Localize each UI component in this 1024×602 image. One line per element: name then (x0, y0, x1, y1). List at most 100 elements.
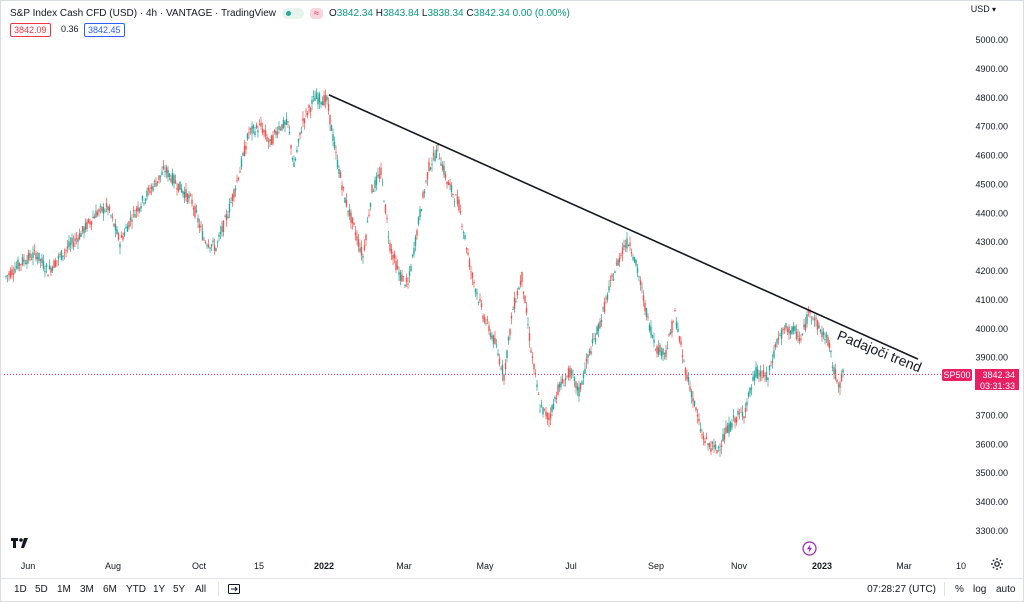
candle-body (297, 138, 300, 143)
candle-body (678, 335, 681, 342)
candle-body (14, 268, 16, 273)
candle-body (590, 351, 592, 355)
currency-selector[interactable]: USD (971, 4, 996, 14)
range-5y[interactable]: 5Y (173, 584, 186, 595)
candle-body (402, 276, 405, 278)
candle-body (476, 292, 478, 295)
candle-body (564, 378, 567, 381)
candle-body (384, 204, 387, 214)
candle-body (423, 191, 426, 194)
candle-body (234, 188, 237, 191)
candle-body (437, 144, 439, 146)
candle-body (584, 368, 586, 374)
candle-body (350, 212, 352, 223)
candle-body (161, 171, 163, 175)
candle-body (654, 349, 657, 351)
candle-body (665, 350, 667, 358)
candle-body (236, 180, 238, 181)
settings-gear-icon[interactable] (990, 557, 1004, 571)
range-3m[interactable]: 3M (80, 584, 94, 595)
candle-body (206, 245, 208, 247)
candle-body (611, 274, 613, 278)
candle-body (771, 360, 774, 363)
candle-body (128, 221, 130, 228)
range-6m[interactable]: 6M (103, 584, 117, 595)
candle-body (705, 437, 708, 439)
candle-body (482, 315, 484, 319)
candle-body (341, 185, 343, 191)
candle-body (731, 423, 733, 428)
bid-price[interactable]: 3842.09 (10, 23, 51, 37)
candle-body (75, 238, 78, 240)
candle-body (441, 164, 444, 170)
candle-body (80, 233, 82, 237)
candle-body (306, 112, 309, 116)
candle-body (69, 242, 72, 246)
candle-body (747, 392, 750, 397)
candle-body (264, 130, 267, 137)
candle-body (387, 236, 390, 238)
candle-body (380, 167, 382, 175)
candle-body (224, 216, 226, 218)
candle-body (755, 366, 757, 377)
candle-body (480, 303, 483, 308)
candle-body (51, 267, 54, 271)
candle-body (713, 444, 715, 448)
candle-body (317, 97, 319, 105)
ohlc-values: O3842.34 H3843.84 L3838.34 C3842.34 0.00… (329, 7, 570, 19)
candle-body (839, 382, 841, 389)
bar-countdown: 03:31:33 (979, 381, 1015, 391)
trendline[interactable] (328, 94, 919, 360)
candle-body (741, 412, 744, 417)
candle-body (723, 433, 726, 440)
candle-body (141, 195, 144, 201)
tradingview-logo-icon[interactable] (10, 536, 30, 550)
candle-body (407, 283, 409, 285)
candle-body (578, 387, 580, 397)
candle-body (603, 301, 606, 312)
percent-toggle[interactable]: % (955, 584, 964, 595)
eye-dot-icon[interactable] (282, 7, 305, 19)
candle-body (96, 212, 99, 216)
ask-price[interactable]: 3842.45 (84, 23, 125, 37)
candle-body (425, 180, 427, 182)
log-toggle[interactable]: log (973, 584, 987, 595)
candle-body (56, 260, 58, 262)
candle-body (560, 382, 562, 387)
chart-title[interactable]: S&P Index Cash CFD (USD) · 4h · VANTAGE … (10, 7, 277, 19)
candle-body (503, 374, 505, 381)
candle-body (815, 317, 817, 320)
candle-body (594, 338, 597, 342)
range-ytd[interactable]: YTD (126, 584, 146, 595)
candle-body (200, 226, 202, 228)
candle-body (309, 108, 312, 112)
candle-body (609, 279, 612, 281)
price-chart[interactable]: 3300.003400.003500.003600.003700.003800.… (0, 0, 1024, 578)
candle-body (561, 378, 564, 384)
lightning-icon[interactable] (802, 541, 817, 556)
candle-body (833, 367, 835, 375)
candle-body (767, 377, 769, 380)
utc-clock[interactable]: 07:28:27 (UTC) (867, 584, 936, 595)
approx-icon[interactable]: ≈ (310, 7, 324, 19)
range-1y[interactable]: 1Y (153, 584, 166, 595)
candle-body (146, 190, 148, 197)
range-5d[interactable]: 5D (35, 584, 48, 595)
auto-toggle[interactable]: auto (996, 584, 1016, 595)
candle-body (575, 381, 577, 389)
candle-body (702, 435, 705, 440)
candle-body (105, 203, 108, 207)
candle-body (666, 348, 669, 350)
date-range-icon[interactable] (228, 584, 240, 594)
range-all[interactable]: All (195, 584, 207, 595)
candle-body (111, 216, 114, 218)
range-1d[interactable]: 1D (14, 584, 27, 595)
candle-body (623, 244, 625, 248)
y-axis[interactable]: 3300.003400.003500.003600.003700.003800.… (975, 35, 1008, 536)
x-axis[interactable]: Jun Aug Oct 15 2022 Mar May Jul Sep Nov 2023 Mar 10 (21, 561, 966, 571)
candle-body (260, 122, 262, 127)
candle-body (504, 362, 507, 370)
candle-body (738, 412, 741, 414)
range-1m[interactable]: 1M (57, 584, 71, 595)
candle-body (44, 270, 46, 273)
